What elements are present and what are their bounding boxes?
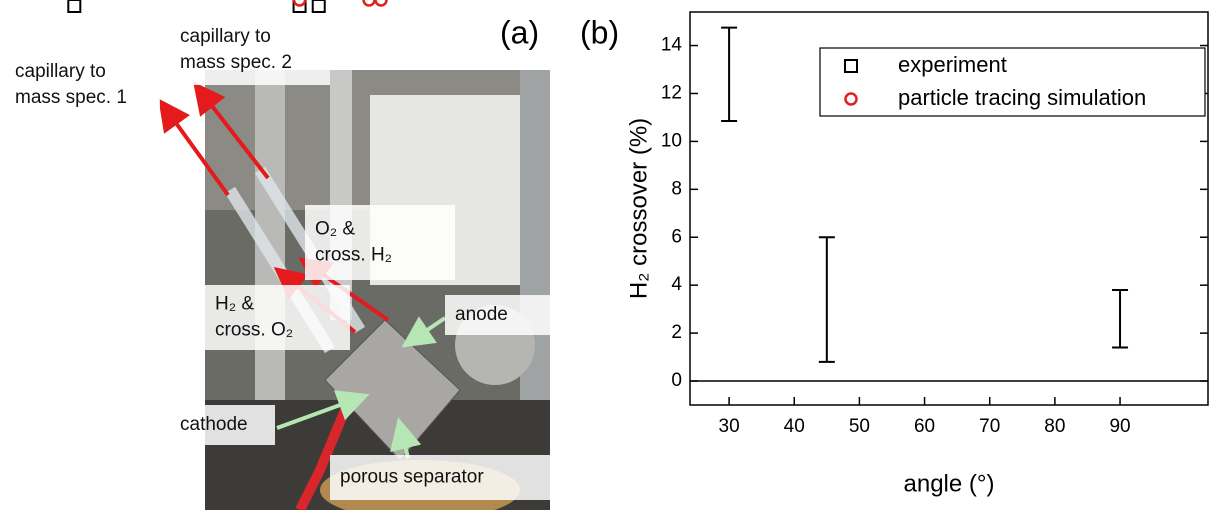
x-axis-label: angle (°) (904, 470, 995, 497)
photo-label: mass spec. 2 (180, 52, 292, 73)
photo-labels: capillary to mass spec. 1 capillary to mass… (5, 15, 550, 500)
panel-label: (a) (500, 14, 539, 50)
x-tick-label: 30 (719, 416, 740, 437)
label-box (330, 455, 550, 500)
panel-label: (b) (580, 14, 619, 50)
point (374, 0, 388, 7)
error-bar (818, 236, 835, 363)
legend-marker (844, 59, 858, 73)
error-bar (1112, 288, 1129, 349)
y-axis-label: H₂ crossover (%) (625, 118, 652, 299)
y-tick-label: 6 (671, 226, 682, 247)
x-tick-label: 60 (914, 416, 935, 437)
label-box (5, 55, 160, 115)
label-box (305, 205, 455, 280)
legend-marker (844, 92, 858, 106)
plot-frame (689, 11, 1209, 406)
photo-label: cross. O₂ (215, 320, 293, 341)
point (311, 0, 326, 13)
y-tick-label: 2 (671, 322, 682, 343)
x-tick-label: 50 (849, 416, 870, 437)
y-tick-label: 8 (671, 178, 682, 199)
y-tick-label: 14 (661, 35, 683, 56)
point (67, 0, 82, 13)
point (292, 0, 307, 7)
legend-label: experiment (898, 52, 1007, 77)
photo-label: cross. H₂ (315, 245, 392, 266)
label-box (445, 295, 550, 335)
photo-label: H₂ & (215, 294, 254, 315)
photo-label: mass spec. 1 (15, 87, 127, 108)
legend-box (819, 47, 1206, 117)
y-tick-label: 0 (671, 370, 682, 391)
y-tick-label: 10 (661, 130, 682, 151)
photo-label: capillary to (180, 26, 271, 47)
label-box (205, 285, 350, 350)
point (362, 0, 376, 7)
photo-label: O₂ & (315, 219, 355, 240)
x-tick-label: 80 (1044, 416, 1065, 437)
y-tick-label: 12 (661, 82, 682, 103)
photo (205, 70, 550, 515)
photo-label: cathode (180, 414, 248, 435)
label-box (170, 15, 330, 85)
photo-label: capillary to (15, 61, 106, 82)
error-bar (721, 26, 738, 123)
photo-label: anode (455, 304, 508, 325)
x-tick-label: 70 (979, 416, 1000, 437)
y-tick-label: 4 (671, 274, 682, 295)
label-box (170, 405, 275, 445)
chart: 30 40 50 60 70 80 90 0 2 4 6 8 10 12 14 angle (°) H₂ cro… (67, 0, 1209, 497)
legend-label: particle tracing simulation (898, 85, 1146, 110)
x-tick-label: 90 (1109, 416, 1130, 437)
x-tick-label: 40 (784, 416, 805, 437)
photo-label: porous separator (340, 467, 484, 488)
